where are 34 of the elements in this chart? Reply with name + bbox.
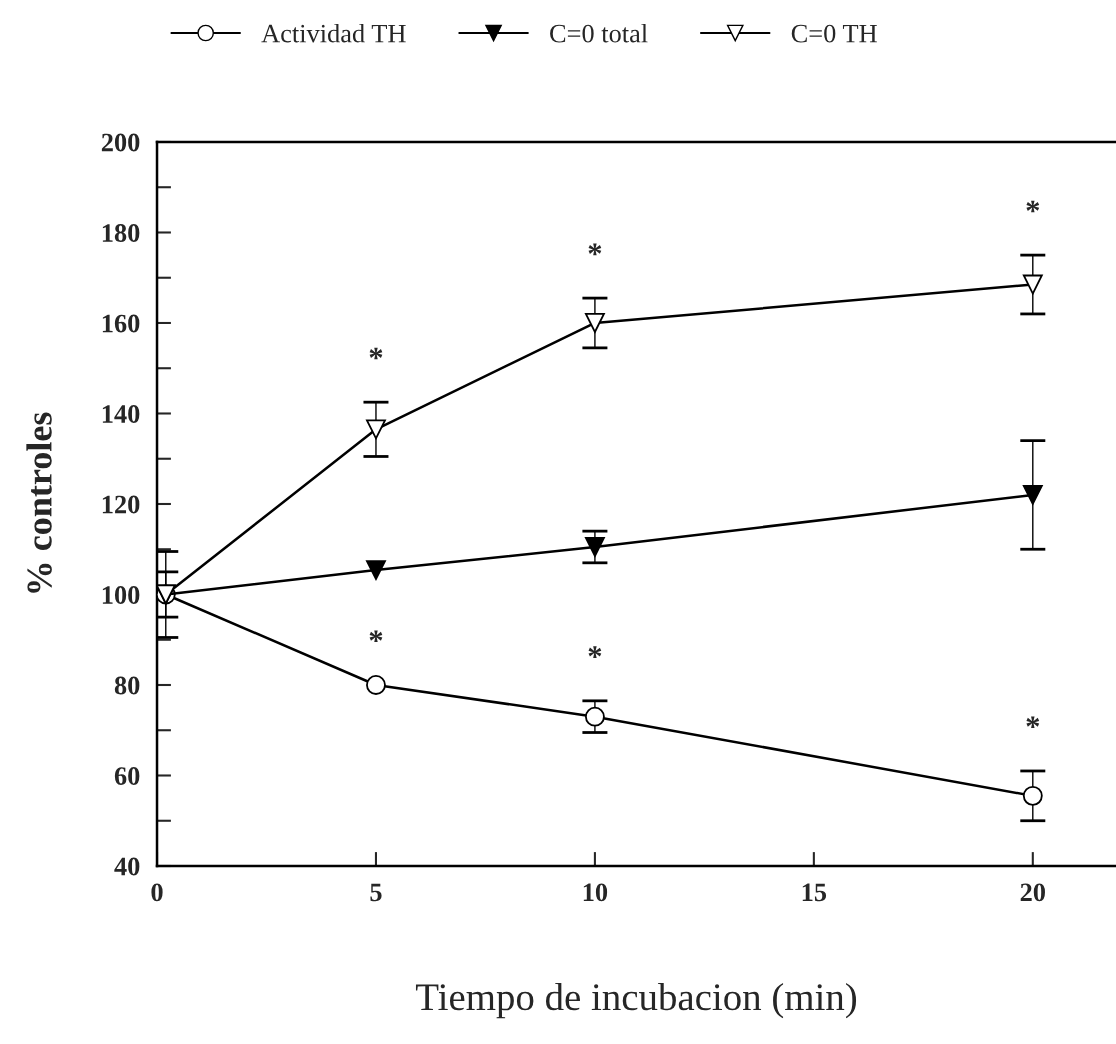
y-tick-label: 140 [102,405,140,423]
annotation: * [1026,716,1040,729]
y-tick-label: 80 [114,676,140,695]
legend-label: C=0 TH [791,24,877,43]
x-tick-label: 20 [1020,883,1045,902]
x-tick-label: 5 [370,883,382,902]
annotation: * [369,630,383,643]
x-tick-label: 10 [583,883,608,902]
annotation: * [1026,200,1040,213]
y-tick-label: 160 [102,314,140,333]
y-tick-label: 180 [102,224,140,242]
y-tick-label: 40 [114,857,140,876]
point [584,706,605,727]
x-tick-label: 15 [802,883,827,902]
x-axis-title: Tiempo de incubacion (min) [415,982,857,1019]
y-tick-label: 60 [114,767,140,785]
legend-label: Actividad TH [261,23,406,43]
annotation: * [588,243,602,256]
point [1022,785,1043,806]
annotation: * [588,646,602,658]
x-tick-label: 0 [151,883,163,902]
point [366,560,386,580]
point [366,419,386,440]
y-tick-label: 120 [102,495,140,514]
annotation: * [369,347,383,360]
point [584,313,605,333]
point [366,675,386,695]
y-tick-label: 200 [101,133,140,152]
point [1022,485,1043,505]
y-axis-title: % controles [26,412,52,593]
point [1022,274,1043,295]
y-tick-label: 100 [102,586,140,604]
legend-label: C=0 total [550,23,648,43]
point [584,537,605,557]
